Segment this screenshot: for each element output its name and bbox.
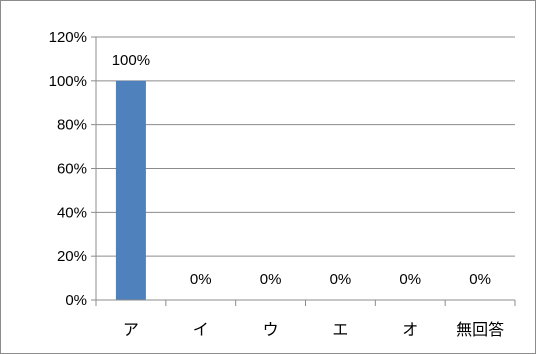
y-tick-label: 20% xyxy=(57,248,87,265)
category-label: オ xyxy=(402,320,418,339)
y-tick-label: 120% xyxy=(49,29,87,46)
data-label: 0% xyxy=(190,271,212,288)
category-label: ア xyxy=(123,320,139,339)
y-axis-ticks: 0% 20% 40% 60% 80% 100% 120% xyxy=(49,29,97,309)
data-label: 100% xyxy=(112,52,150,69)
data-label: 0% xyxy=(399,271,421,288)
category-labels: ア イ ウ エ オ 無回答 xyxy=(123,320,504,339)
category-label: 無回答 xyxy=(456,320,504,339)
bars xyxy=(115,80,146,300)
data-label: 0% xyxy=(469,271,491,288)
data-label: 0% xyxy=(260,271,282,288)
data-label: 0% xyxy=(330,271,352,288)
x-axis xyxy=(95,299,516,306)
category-label: イ xyxy=(193,320,209,339)
bar xyxy=(115,80,146,300)
category-label: エ xyxy=(332,320,348,339)
y-tick-label: 60% xyxy=(57,161,87,178)
y-tick-label: 100% xyxy=(49,73,87,90)
y-tick-label: 0% xyxy=(65,292,87,309)
data-labels: 100% 0% 0% 0% 0% 0% xyxy=(112,52,491,288)
category-label: ウ xyxy=(263,320,279,339)
y-tick-label: 80% xyxy=(57,117,87,134)
y-tick-label: 40% xyxy=(57,204,87,221)
gridlines xyxy=(96,36,515,257)
